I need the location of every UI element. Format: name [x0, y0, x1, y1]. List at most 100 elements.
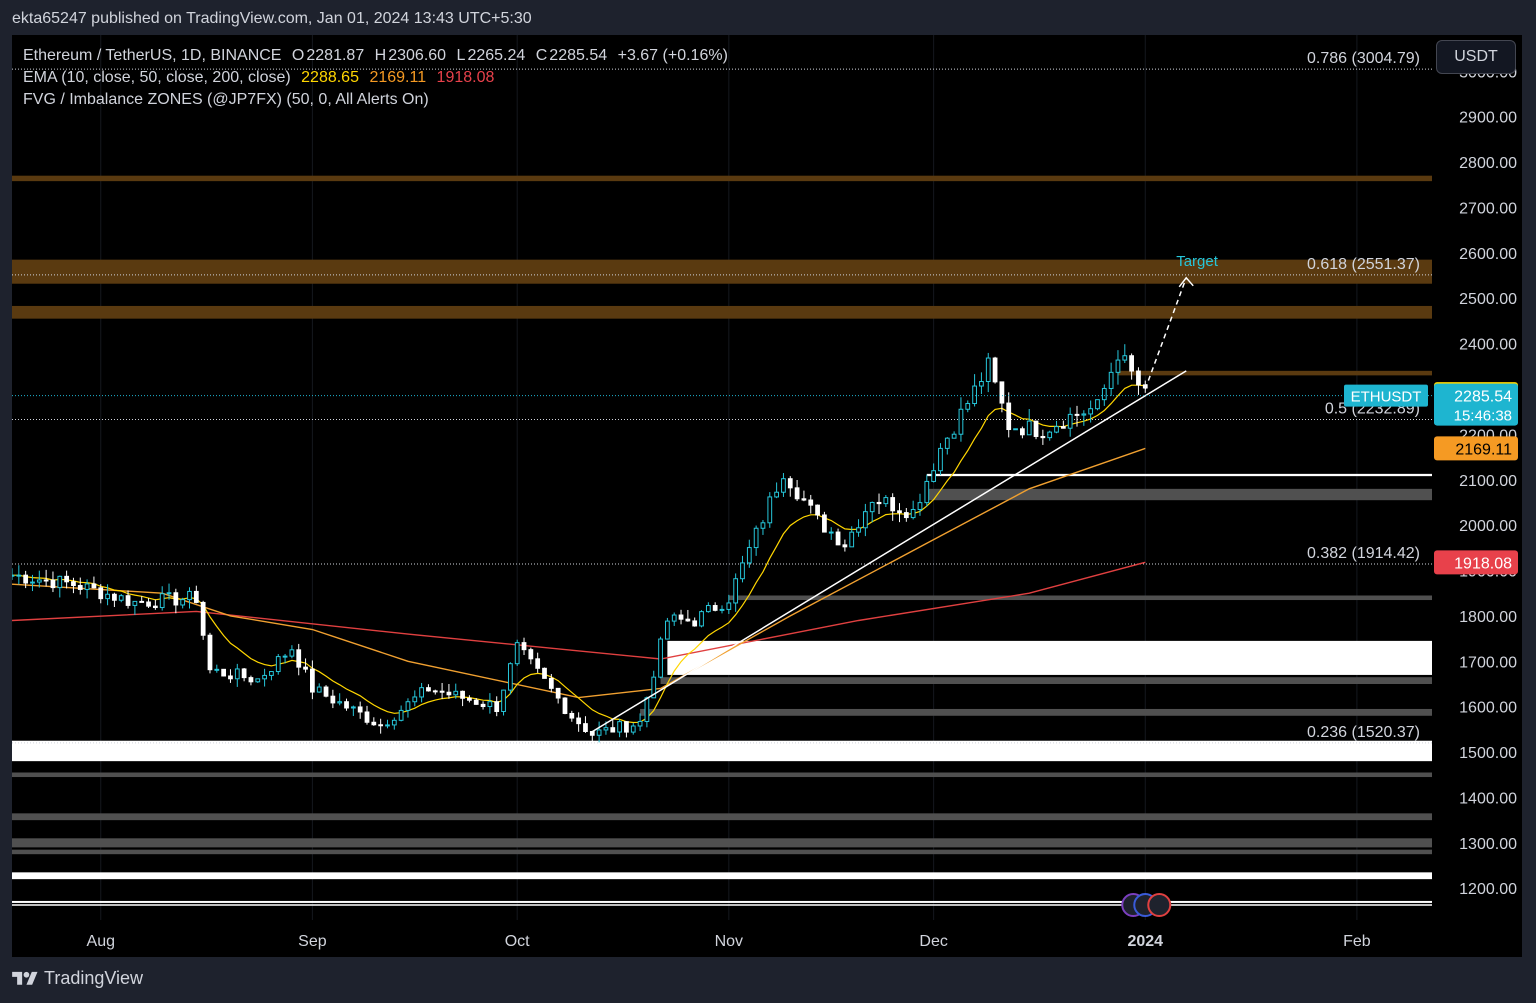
candle-body — [794, 487, 800, 500]
time-tick-label: Feb — [1343, 933, 1371, 950]
candle-body — [999, 381, 1005, 404]
candle-body — [1047, 431, 1053, 439]
price-tick-label: 2700.00 — [1459, 200, 1517, 217]
ema200-value: 1918.08 — [436, 69, 495, 86]
candle-body — [972, 385, 977, 405]
candle-body — [330, 695, 336, 704]
candle-body — [36, 579, 42, 583]
time-tick-label: Nov — [715, 933, 743, 950]
candle-body — [248, 677, 254, 683]
candle-body — [473, 699, 479, 705]
ema-title[interactable]: EMA (10, close, 50, close, 200, close) — [23, 69, 291, 86]
candle-body — [385, 724, 390, 727]
published-header: ekta65247 published on TradingView.com, … — [12, 10, 532, 27]
candle-body — [275, 656, 281, 673]
candle-body — [426, 687, 431, 692]
candle-body — [125, 595, 131, 606]
candle-body — [1122, 355, 1128, 361]
candle-body — [57, 575, 63, 589]
candle-body — [562, 697, 568, 714]
candle-body — [644, 697, 650, 722]
candle-body — [801, 498, 807, 501]
candle-body — [610, 727, 616, 733]
candle-body — [965, 403, 971, 410]
candle-body — [658, 638, 663, 678]
candle-body — [1115, 359, 1121, 373]
candle-body — [152, 605, 158, 609]
candle-body — [596, 729, 602, 736]
candle-body — [282, 655, 288, 658]
fvg-title[interactable]: FVG / Imbalance ZONES (@JP7FX) (50, 0, A… — [23, 91, 429, 108]
candle-body — [651, 676, 657, 699]
candle-body — [16, 574, 22, 577]
fvg-zone — [640, 708, 1432, 716]
candle-body — [528, 649, 534, 660]
candle-body — [733, 578, 739, 604]
candle-body — [746, 547, 752, 564]
footer-brand[interactable]: TradingView — [12, 968, 143, 989]
fvg-zone — [1117, 370, 1432, 376]
price-label-box — [1434, 550, 1518, 575]
candle-body — [98, 587, 104, 600]
candle-body — [624, 721, 629, 733]
candle-body — [255, 678, 261, 683]
target-label: Target — [1176, 253, 1219, 270]
candle-body — [118, 595, 124, 601]
candle-body — [405, 701, 411, 711]
candle-body — [378, 724, 384, 727]
candle-body — [705, 605, 711, 613]
candle-body — [207, 634, 213, 671]
close-label: C — [535, 47, 548, 64]
fib-level-label: 0.618 (2551.37) — [1307, 256, 1420, 273]
candle-body — [139, 600, 145, 603]
symbol-title[interactable]: Ethereum / TetherUS, 1D, BINANCE — [23, 47, 282, 64]
fvg-zone — [12, 900, 1432, 903]
candle-body — [897, 510, 902, 514]
candle-body — [699, 611, 704, 627]
fvg-zone — [12, 772, 1432, 778]
chart-panel[interactable]: 0.786 (3004.79) 0.618 (2551.37) 0.5 (2232.… — [12, 35, 1522, 957]
candle-body — [316, 686, 322, 693]
candle-body — [822, 514, 827, 533]
currency-button[interactable]: USDT — [1436, 40, 1516, 74]
candle-body — [569, 712, 575, 719]
candle-body — [924, 480, 930, 504]
candle-body — [337, 701, 343, 704]
candle-body — [719, 608, 725, 611]
candle-body — [105, 593, 110, 600]
candle-body — [979, 380, 984, 387]
fvg-zone — [12, 849, 1432, 855]
candle-body — [842, 544, 848, 548]
low-value: 2265.24 — [467, 47, 526, 64]
candle-body — [1013, 428, 1018, 431]
candle-body — [685, 618, 691, 622]
candle-body — [910, 508, 916, 519]
candle-body — [1081, 413, 1087, 416]
candle-body — [767, 496, 773, 524]
fvg-zone — [12, 838, 1432, 848]
candle-body — [944, 437, 950, 449]
price-tick-label: 1800.00 — [1459, 609, 1517, 626]
price-tick-label: 1200.00 — [1459, 881, 1517, 898]
candle-body — [146, 601, 151, 607]
candle-body — [781, 478, 786, 493]
fvg-zone — [12, 813, 1432, 821]
price-tick-label: 2500.00 — [1459, 291, 1517, 308]
candle-body — [234, 668, 240, 680]
price-axis-background — [1432, 35, 1522, 957]
target-arrow-line — [1144, 277, 1187, 390]
candle-body — [50, 579, 56, 589]
last-price-text: 2285.54 — [1454, 389, 1512, 406]
candle-body — [514, 642, 520, 665]
candle-body — [350, 706, 356, 709]
price-chart[interactable]: 0.786 (3004.79)0.618 (2551.37)0.5 (2232.… — [12, 35, 1522, 957]
change-value: +3.67 (+0.16%) — [617, 47, 728, 64]
candle-body — [808, 499, 814, 506]
price-label-box — [1434, 436, 1518, 461]
candle-body — [917, 502, 923, 510]
candle-body — [112, 593, 117, 601]
symbol-tag — [1344, 384, 1428, 407]
candle-body — [828, 531, 834, 534]
high-label: H — [374, 47, 387, 64]
fvg-zone — [660, 677, 1432, 684]
